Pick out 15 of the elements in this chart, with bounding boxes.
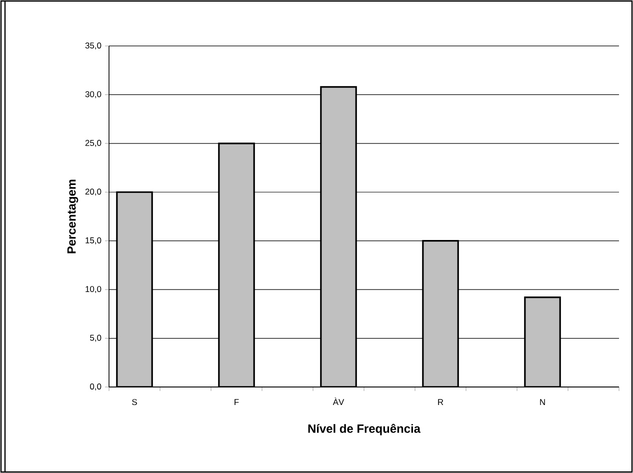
y-tick-label: 5,0 [90,334,102,342]
x-tick-label: F [234,399,239,405]
x-tick-label: R [438,399,444,405]
x-tick-label: S [132,399,137,406]
x-axis-title: Nível de Frequência [308,424,421,436]
x-tick-label: N [540,399,545,405]
y-tick-label: 25,0 [85,140,102,147]
y-tick-label: 0,0 [90,383,102,390]
y-tick-label: 30,0 [85,91,102,98]
y-tick-label: 15,0 [86,237,102,244]
y-tick-label: 35,0 [85,42,102,50]
y-tick-label: 20,0 [85,188,102,196]
y-axis-title: Percentagem [67,180,78,254]
x-tick-label: ÀV [332,398,344,405]
y-tick-label: 10,0 [86,286,102,294]
